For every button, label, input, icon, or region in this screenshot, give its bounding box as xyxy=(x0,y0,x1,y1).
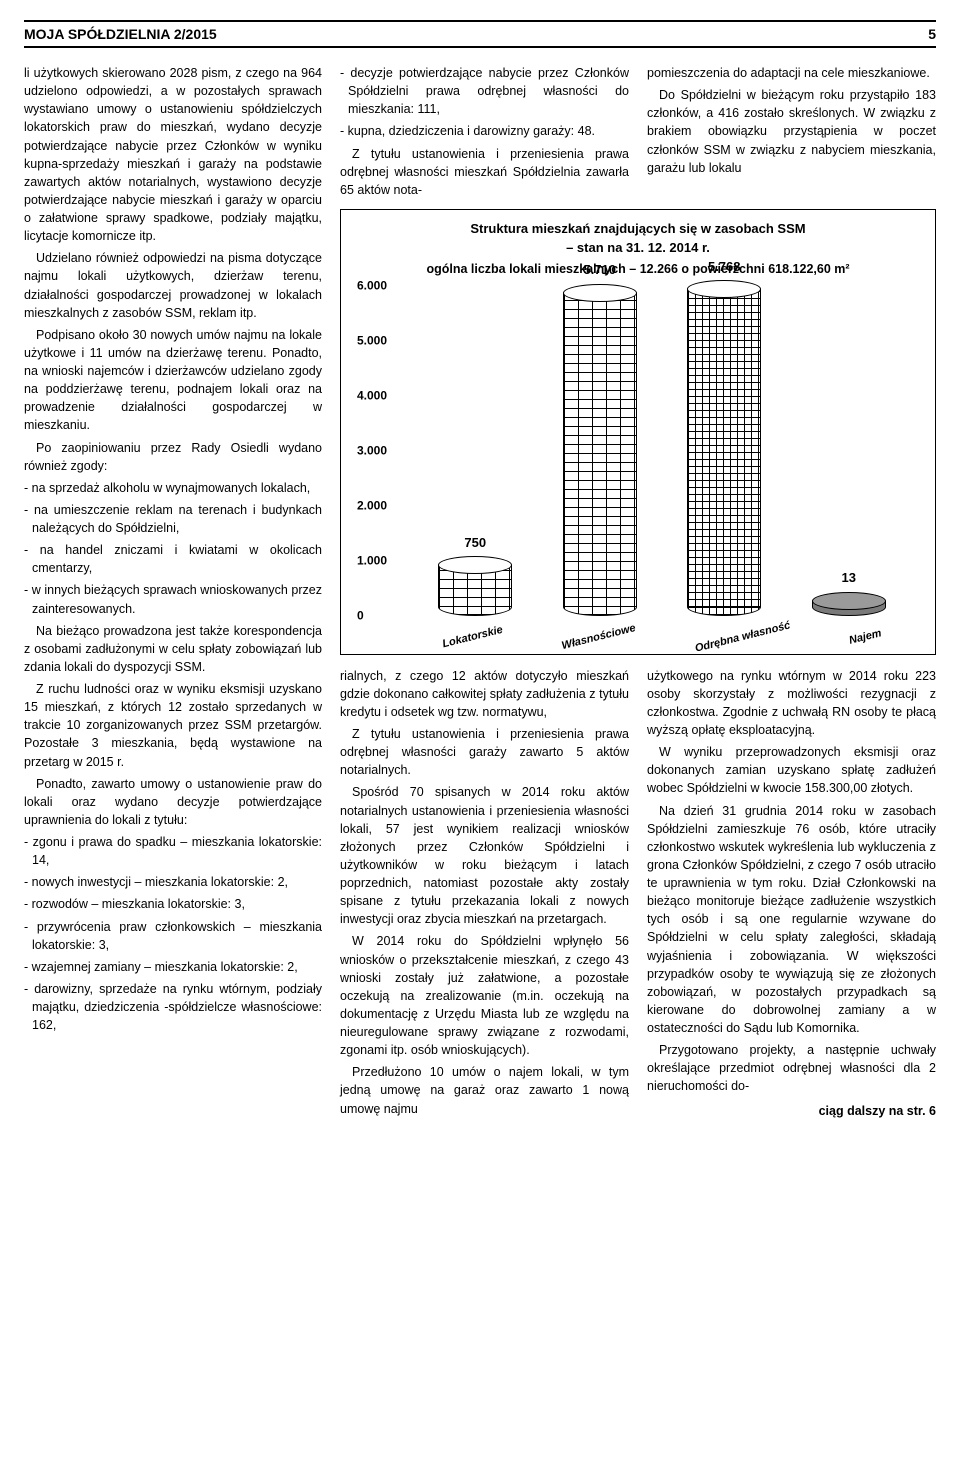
para: Do Spółdzielni w bieżącym roku przystąpi… xyxy=(647,86,936,177)
para: Na dzień 31 grudnia 2014 roku w zasobach… xyxy=(647,802,936,1038)
list-item: - w innych bieżących sprawach wnioskowan… xyxy=(24,581,322,617)
para: Ponadto, zawarto umowy o ustanowienie pr… xyxy=(24,775,322,829)
para: rialnych, z czego 12 aktów dotyczyło mie… xyxy=(340,667,629,721)
chart-title: Struktura mieszkań znajdujących się w za… xyxy=(349,220,927,239)
x-tick-label: Najem xyxy=(848,626,884,649)
continued-on: ciąg dalszy na str. 6 xyxy=(647,1102,936,1120)
list-item: - kupna, dziedziczenia i darowizny garaż… xyxy=(340,122,629,140)
y-tick-label: 0 xyxy=(357,607,364,624)
chart-plot-area: 7505.7105.76813 LokatorskieWłasnościoweO… xyxy=(357,286,919,646)
list-item: - na handel zniczami i kwiatami w okolic… xyxy=(24,541,322,577)
para: Z tytułu ustanowienia i przeniesienia pr… xyxy=(340,725,629,779)
list-item: - zgonu i prawa do spadku – mieszkania l… xyxy=(24,833,322,869)
column-right-bottom: użytkowego na rynku wtórnym w 2014 roku … xyxy=(647,667,936,1124)
para: pomieszczenia do adaptacji na cele miesz… xyxy=(647,64,936,82)
list-item: - decyzje potwierdzające nabycie przez C… xyxy=(340,64,629,118)
para: Podpisano około 30 nowych umów najmu na … xyxy=(24,326,322,435)
x-tick-label: Odrębna własność xyxy=(694,618,793,657)
y-tick-label: 5.000 xyxy=(357,332,387,349)
body-columns: li użytkowych skierowano 2028 pism, z cz… xyxy=(24,64,936,1124)
chart-bar: 5.710 xyxy=(545,261,655,616)
para: użytkowego na rynku wtórnym w 2014 roku … xyxy=(647,667,936,740)
para: Przygotowano projekty, a następnie uchwa… xyxy=(647,1041,936,1095)
list-item: - darowizny, sprzedaże na rynku wtórnym,… xyxy=(24,980,322,1034)
chart-bar: 750 xyxy=(420,534,530,616)
column-mid-top: - decyzje potwierdzające nabycie przez C… xyxy=(340,64,629,203)
column-mid-bottom: rialnych, z czego 12 aktów dotyczyło mie… xyxy=(340,667,629,1124)
chart-subtitle: – stan na 31. 12. 2014 r. xyxy=(349,239,927,258)
bar-value-label: 13 xyxy=(842,569,856,588)
list-item: - na umieszczenie reklam na terenach i b… xyxy=(24,501,322,537)
y-tick-label: 3.000 xyxy=(357,442,387,459)
list-item: - na sprzedaż alkoholu w wynajmowanych l… xyxy=(24,479,322,497)
para: Z ruchu ludności oraz w wyniku eksmisji … xyxy=(24,680,322,771)
para: W wyniku przeprowadzonych eksmisji oraz … xyxy=(647,743,936,797)
para: Po zaopiniowaniu przez Rady Osiedli wyda… xyxy=(24,439,322,475)
y-tick-label: 1.000 xyxy=(357,552,387,569)
para: Udzielano również odpowiedzi na pisma do… xyxy=(24,249,322,322)
para: Na bieżąco prowadzona jest także korespo… xyxy=(24,622,322,676)
para: Z tytułu ustanowienia i przeniesienia pr… xyxy=(340,145,629,199)
y-tick-label: 6.000 xyxy=(357,277,387,294)
page-number: 5 xyxy=(928,26,936,42)
para: Spośród 70 spisanych w 2014 roku aktów n… xyxy=(340,783,629,928)
chart-bar: 5.768 xyxy=(669,258,779,616)
bar-value-label: 750 xyxy=(464,534,486,553)
para: W 2014 roku do Spółdzielni wpłynęło 56 w… xyxy=(340,932,629,1059)
chart-bar: 13 xyxy=(794,569,904,616)
column-left: li użytkowych skierowano 2028 pism, z cz… xyxy=(24,64,322,1124)
para: li użytkowych skierowano 2028 pism, z cz… xyxy=(24,64,322,245)
list-item: - przywrócenia praw członkowskich – mies… xyxy=(24,918,322,954)
list-item: - rozwodów – mieszkania lokatorskie: 3, xyxy=(24,895,322,913)
x-tick-label: Lokatorskie xyxy=(441,623,505,653)
page-header: MOJA SPÓŁDZIELNIA 2/2015 5 xyxy=(24,20,936,48)
housing-structure-chart: Struktura mieszkań znajdujących się w za… xyxy=(340,209,936,655)
bar-value-label: 5.710 xyxy=(583,261,616,280)
x-tick-label: Własnościowe xyxy=(560,621,637,655)
journal-title: MOJA SPÓŁDZIELNIA 2/2015 xyxy=(24,26,217,42)
list-item: - nowych inwestycji – mieszkania lokator… xyxy=(24,873,322,891)
list-item: - wzajemnej zamiany – mieszkania lokator… xyxy=(24,958,322,976)
y-tick-label: 4.000 xyxy=(357,387,387,404)
column-right-top: pomieszczenia do adaptacji na cele miesz… xyxy=(647,64,936,203)
para: Przedłużono 10 umów o najem lokali, w ty… xyxy=(340,1063,629,1117)
column-right-block: - decyzje potwierdzające nabycie przez C… xyxy=(340,64,936,1124)
bar-value-label: 5.768 xyxy=(708,258,741,277)
y-tick-label: 2.000 xyxy=(357,497,387,514)
